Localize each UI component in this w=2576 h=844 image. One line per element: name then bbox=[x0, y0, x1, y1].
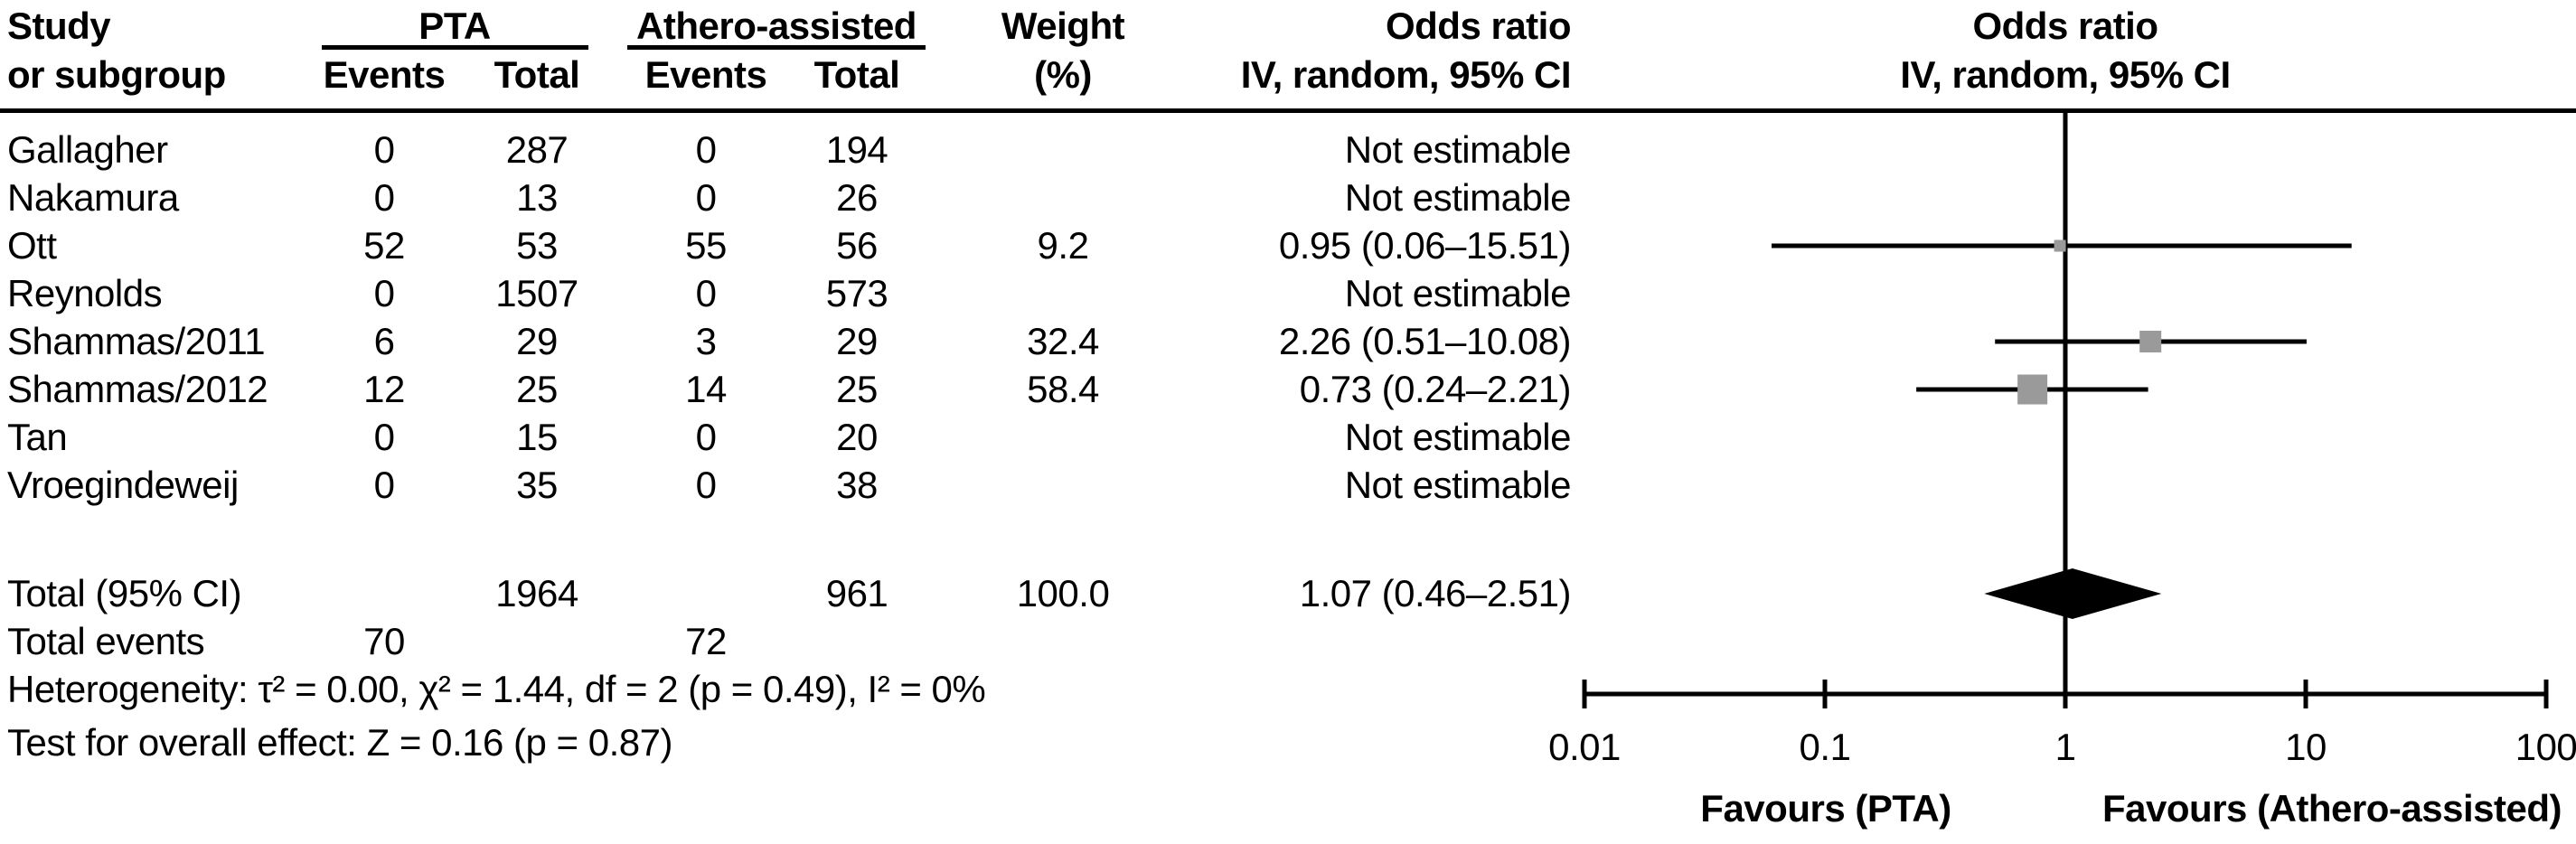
odds-ratio-cell: Not estimable bbox=[1344, 128, 1572, 171]
header-group-pta: PTA bbox=[418, 5, 491, 47]
pta-total-cell: 13 bbox=[516, 176, 558, 219]
study-name: Nakamura bbox=[7, 176, 179, 219]
study-name: Reynolds bbox=[7, 272, 163, 314]
study-name: Shammas/2012 bbox=[7, 368, 268, 410]
pta-group-underline bbox=[322, 45, 588, 50]
pta-events-cell: 0 bbox=[373, 464, 395, 506]
effect-square-shammas-2012 bbox=[2017, 374, 2048, 405]
athero-events-cell: 0 bbox=[695, 176, 717, 219]
athero-events-cell: 55 bbox=[685, 224, 727, 267]
pta-events-cell: 52 bbox=[363, 224, 405, 267]
pta-total-cell: 1507 bbox=[495, 272, 578, 314]
header-or-line1: Odds ratio bbox=[1385, 5, 1572, 47]
pta-events-cell: 0 bbox=[373, 176, 395, 219]
header-study-line1: Study bbox=[7, 5, 111, 47]
athero-total-cell: 56 bbox=[836, 224, 878, 267]
athero-total-cell: 573 bbox=[825, 272, 888, 314]
pta-total-cell: 35 bbox=[516, 464, 558, 506]
pta-total-cell: 25 bbox=[516, 368, 558, 410]
effect-square-shammas-2011 bbox=[2139, 331, 2162, 352]
athero-events-cell: 0 bbox=[695, 272, 717, 314]
x-tick-label: 0.01 bbox=[1548, 726, 1621, 768]
total-label: Total (95% CI) bbox=[7, 572, 242, 614]
athero-group-underline bbox=[627, 45, 926, 50]
total-events-label: Total events bbox=[7, 620, 205, 662]
athero-events-cell: 3 bbox=[695, 320, 717, 362]
header-athero-events: Events bbox=[644, 53, 767, 96]
x-tick-label: 1 bbox=[2054, 726, 2076, 768]
header-pta-total: Total bbox=[494, 53, 580, 96]
weight-cell: 32.4 bbox=[1027, 320, 1099, 362]
total-athero-total: 961 bbox=[825, 572, 888, 614]
athero-total-cell: 20 bbox=[836, 416, 878, 458]
pta-events-cell: 6 bbox=[373, 320, 395, 362]
athero-total-cell: 26 bbox=[836, 176, 878, 219]
pta-total-cell: 53 bbox=[516, 224, 558, 267]
weight-cell: 58.4 bbox=[1027, 368, 1099, 410]
total-weight: 100.0 bbox=[1016, 572, 1110, 614]
header-weight-line2: (%) bbox=[1034, 53, 1092, 96]
weight-cell: 9.2 bbox=[1037, 224, 1089, 267]
header-athero-total: Total bbox=[813, 53, 900, 96]
header-or-line2: IV, random, 95% CI bbox=[1240, 53, 1572, 96]
x-tick-label: 10 bbox=[2285, 726, 2327, 768]
odds-ratio-cell: 0.73 (0.24–2.21) bbox=[1299, 368, 1572, 410]
athero-total-cell: 194 bbox=[825, 128, 888, 171]
athero-events-cell: 0 bbox=[695, 464, 717, 506]
pta-events-cell: 0 bbox=[373, 416, 395, 458]
x-tick-label: 100 bbox=[2515, 726, 2576, 768]
odds-ratio-cell: 2.26 (0.51–10.08) bbox=[1278, 320, 1572, 362]
effect-square-ott bbox=[2054, 239, 2066, 252]
header-group-athero: Athero-assisted bbox=[636, 5, 917, 47]
pta-events-cell: 0 bbox=[373, 128, 395, 171]
total-events-athero: 72 bbox=[685, 620, 727, 662]
odds-ratio-cell: Not estimable bbox=[1344, 176, 1572, 219]
study-name: Shammas/2011 bbox=[7, 320, 266, 362]
total-odds-ratio: 1.07 (0.46–2.51) bbox=[1299, 572, 1572, 614]
header-pta-events: Events bbox=[323, 53, 446, 96]
plot-header-line2: IV, random, 95% CI bbox=[1900, 53, 2231, 96]
athero-total-cell: 38 bbox=[836, 464, 878, 506]
athero-events-cell: 0 bbox=[695, 416, 717, 458]
athero-events-cell: 14 bbox=[685, 368, 727, 410]
pta-events-cell: 0 bbox=[373, 272, 395, 314]
heterogeneity-stats: Heterogeneity: τ² = 0.00, χ² = 1.44, df … bbox=[7, 668, 986, 710]
athero-total-cell: 29 bbox=[836, 320, 878, 362]
study-name: Ott bbox=[7, 224, 57, 267]
total-events-pta: 70 bbox=[363, 620, 405, 662]
favours-right-label: Favours (Athero-assisted) bbox=[2102, 787, 2562, 830]
summary-diamond bbox=[1984, 568, 2162, 619]
odds-ratio-cell: 0.95 (0.06–15.51) bbox=[1278, 224, 1572, 267]
total-pta-total: 1964 bbox=[495, 572, 578, 614]
athero-total-cell: 25 bbox=[836, 368, 878, 410]
header-study-line2: or subgroup bbox=[7, 53, 226, 96]
favours-left-label: Favours (PTA) bbox=[1700, 787, 1951, 830]
pta-total-cell: 287 bbox=[505, 128, 569, 171]
pta-total-cell: 15 bbox=[516, 416, 558, 458]
header-weight-line1: Weight bbox=[1001, 5, 1125, 47]
athero-events-cell: 0 bbox=[695, 128, 717, 171]
x-tick-label: 0.1 bbox=[1799, 726, 1851, 768]
pta-events-cell: 12 bbox=[363, 368, 405, 410]
odds-ratio-cell: Not estimable bbox=[1344, 464, 1572, 506]
odds-ratio-cell: Not estimable bbox=[1344, 416, 1572, 458]
overall-effect-stats: Test for overall effect: Z = 0.16 (p = 0… bbox=[7, 721, 672, 764]
pta-total-cell: 29 bbox=[516, 320, 558, 362]
study-name: Vroegindeweij bbox=[7, 464, 239, 506]
plot-header-line1: Odds ratio bbox=[1972, 5, 2158, 47]
study-name: Gallagher bbox=[7, 128, 168, 171]
odds-ratio-cell: Not estimable bbox=[1344, 272, 1572, 314]
study-name: Tan bbox=[7, 416, 68, 458]
